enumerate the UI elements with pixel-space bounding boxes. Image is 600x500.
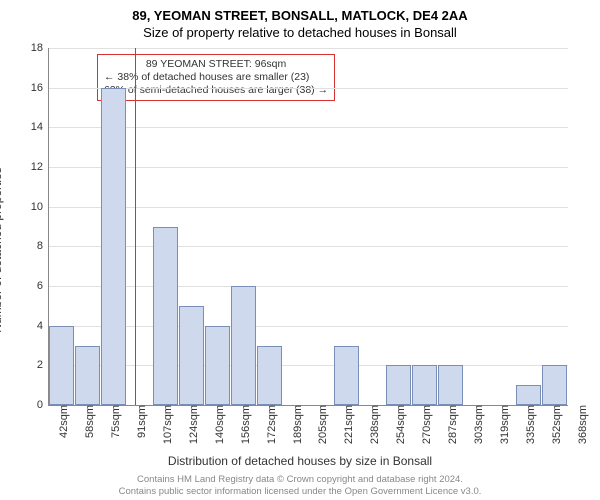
callout-line-1: 89 YEOMAN STREET: 96sqm [104, 58, 328, 71]
reference-line [135, 48, 136, 405]
x-tick-label: 156sqm [236, 405, 252, 444]
y-tick-label: 4 [37, 320, 49, 332]
histogram-bar [153, 227, 178, 406]
x-tick-label: 107sqm [158, 405, 174, 444]
y-tick-label: 12 [31, 161, 49, 173]
reference-callout: 89 YEOMAN STREET: 96sqm ← 38% of detache… [97, 54, 335, 101]
x-tick-label: 91sqm [132, 405, 148, 438]
y-axis-label: Number of detached properties [0, 167, 4, 332]
x-tick-label: 270sqm [417, 405, 433, 444]
gridline-h [49, 207, 568, 208]
histogram-bar [231, 286, 256, 405]
footer-line-1: Contains HM Land Registry data © Crown c… [0, 474, 600, 486]
footer-attribution: Contains HM Land Registry data © Crown c… [0, 474, 600, 498]
y-tick-label: 6 [37, 280, 49, 292]
histogram-bar [101, 88, 126, 405]
x-axis-label: Distribution of detached houses by size … [0, 454, 600, 468]
histogram-bar [412, 365, 437, 405]
chart-area: 89 YEOMAN STREET: 96sqm ← 38% of detache… [48, 48, 568, 406]
x-tick-label: 254sqm [391, 405, 407, 444]
gridline-h [49, 246, 568, 247]
gridline-h [49, 326, 568, 327]
x-tick-label: 124sqm [184, 405, 200, 444]
histogram-bar [334, 346, 359, 406]
footer-line-2: Contains public sector information licen… [0, 486, 600, 498]
y-tick-label: 14 [31, 121, 49, 133]
x-tick-label: 319sqm [495, 405, 511, 444]
x-tick-label: 335sqm [521, 405, 537, 444]
histogram-bar [438, 365, 463, 405]
chart-title-main: 89, YEOMAN STREET, BONSALL, MATLOCK, DE4… [0, 0, 600, 23]
histogram-bar [205, 326, 230, 405]
y-tick-label: 2 [37, 359, 49, 371]
histogram-bar [386, 365, 411, 405]
x-tick-label: 75sqm [106, 405, 122, 438]
gridline-h [49, 48, 568, 49]
callout-line-2: ← 38% of detached houses are smaller (23… [104, 71, 328, 84]
x-tick-label: 172sqm [262, 405, 278, 444]
x-tick-label: 58sqm [80, 405, 96, 438]
histogram-bar [257, 346, 282, 406]
x-tick-label: 368sqm [573, 405, 589, 444]
gridline-h [49, 167, 568, 168]
histogram-bar [49, 326, 74, 405]
histogram-bar [516, 385, 541, 405]
x-tick-label: 287sqm [443, 405, 459, 444]
y-tick-label: 18 [31, 42, 49, 54]
x-tick-label: 140sqm [210, 405, 226, 444]
histogram-bar [75, 346, 100, 406]
x-tick-label: 303sqm [469, 405, 485, 444]
histogram-bar [542, 365, 567, 405]
chart-title-sub: Size of property relative to detached ho… [0, 23, 600, 40]
x-tick-label: 42sqm [54, 405, 70, 438]
x-tick-label: 205sqm [313, 405, 329, 444]
y-tick-label: 10 [31, 201, 49, 213]
x-tick-label: 221sqm [339, 405, 355, 444]
x-tick-label: 189sqm [288, 405, 304, 444]
gridline-h [49, 127, 568, 128]
plot-area: 89 YEOMAN STREET: 96sqm ← 38% of detache… [48, 48, 568, 406]
x-tick-label: 238sqm [365, 405, 381, 444]
callout-line-3: 62% of semi-detached houses are larger (… [104, 84, 328, 97]
y-tick-label: 16 [31, 82, 49, 94]
gridline-h [49, 286, 568, 287]
y-tick-label: 0 [37, 399, 49, 411]
y-tick-label: 8 [37, 240, 49, 252]
histogram-bar [179, 306, 204, 405]
gridline-h [49, 88, 568, 89]
x-tick-label: 352sqm [547, 405, 563, 444]
gridline-h [49, 365, 568, 366]
